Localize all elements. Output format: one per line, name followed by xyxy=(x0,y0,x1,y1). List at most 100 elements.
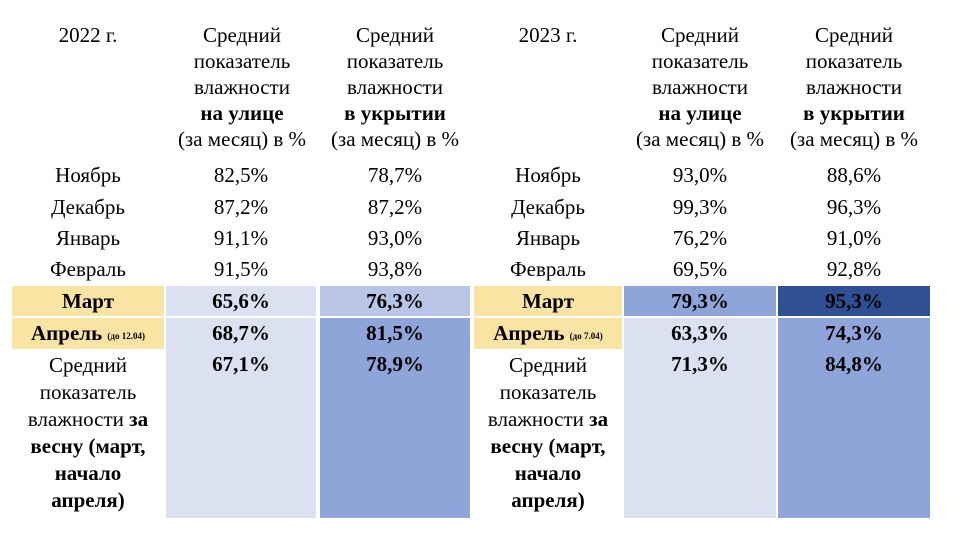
shelter-value: 91,0% xyxy=(826,226,882,250)
highlight-march xyxy=(474,286,622,316)
shelter-value: 95,3% xyxy=(825,289,883,313)
fill-shelter-march xyxy=(320,286,470,316)
outdoor-header: Средний показатель влажности на улице (з… xyxy=(164,22,320,152)
spring-label: Средний показатель влажности за весну (м… xyxy=(12,352,164,514)
outdoor-header: Средний показатель влажности на улице (з… xyxy=(622,22,778,152)
header-line: на улице xyxy=(658,101,742,125)
outdoor-value: 65,6% xyxy=(212,289,270,313)
month-label: Апрель xyxy=(493,321,565,345)
month-cell: Январь xyxy=(55,226,121,250)
header-line: влажности xyxy=(194,75,290,99)
shelter-header: Средний показатель влажности в укрытии (… xyxy=(318,22,472,152)
month-cell: Ноябрь xyxy=(55,163,121,187)
month-cell: Февраль xyxy=(50,257,126,281)
highlight-april xyxy=(12,318,164,349)
header-line: (за месяц) в % xyxy=(789,127,919,151)
fill-outdoor-april-spring xyxy=(166,318,316,518)
shelter-value: 78,7% xyxy=(367,163,423,187)
month-cell: Апрель (до 12.04) xyxy=(12,320,164,350)
spring-label-part: влажности xyxy=(27,407,130,431)
header-line: влажности xyxy=(806,75,902,99)
spring-label-part: влажности xyxy=(487,407,590,431)
header-line: на улице xyxy=(200,101,284,125)
year-header: 2023 г. xyxy=(518,23,578,47)
month-cell: Январь xyxy=(515,226,581,250)
spring-label-line: весну (март, xyxy=(490,434,606,458)
shelter-value: 74,3% xyxy=(825,321,883,345)
month-cell: Февраль xyxy=(510,257,586,281)
header-line: (за месяц) в % xyxy=(635,127,765,151)
header-line: в укрытии xyxy=(344,101,446,125)
shelter-header: Средний показатель влажности в укрытии (… xyxy=(776,22,932,152)
fill-shelter-march xyxy=(778,286,930,316)
spring-label-line: Средний xyxy=(49,353,127,377)
spring-label-line: начало xyxy=(54,461,122,485)
header-line: (за месяц) в % xyxy=(177,127,307,151)
spring-label-line: апреля) xyxy=(51,488,125,512)
spring-label-line: апреля) xyxy=(511,488,585,512)
spring-shelter-value: 78,9% xyxy=(366,352,424,376)
month-cell: Апрель (до 7.04) xyxy=(474,320,622,350)
spring-label: Средний показатель влажности за весну (м… xyxy=(474,352,622,514)
spring-label-part: за xyxy=(129,407,149,431)
outdoor-value: 91,1% xyxy=(213,226,269,250)
outdoor-value: 76,2% xyxy=(672,226,728,250)
outdoor-value: 91,5% xyxy=(213,257,269,281)
header-line: Средний xyxy=(815,23,893,47)
header-line: (за месяц) в % xyxy=(330,127,460,151)
shelter-value: 96,3% xyxy=(826,195,882,219)
outdoor-value: 82,5% xyxy=(213,163,269,187)
highlight-march xyxy=(12,286,164,316)
spring-label-line: начало xyxy=(514,461,582,485)
month-cell: Март xyxy=(61,289,115,313)
month-cell: Декабрь xyxy=(51,195,125,219)
shelter-value: 93,0% xyxy=(367,226,423,250)
header-line: в укрытии xyxy=(803,101,905,125)
outdoor-value: 93,0% xyxy=(672,163,728,187)
header-line: показатель xyxy=(193,49,291,73)
month-cell: Декабрь xyxy=(511,195,585,219)
spring-label-line: влажности за xyxy=(12,406,164,433)
month-cell: Ноябрь xyxy=(515,163,581,187)
shelter-value: 93,8% xyxy=(367,257,423,281)
outdoor-value: 79,3% xyxy=(671,289,729,313)
header-line: Средний xyxy=(661,23,739,47)
outdoor-value: 87,2% xyxy=(213,195,269,219)
header-line: влажности xyxy=(347,75,443,99)
spring-label-part: за xyxy=(589,407,609,431)
header-line: показатель xyxy=(346,49,444,73)
spring-outdoor-value: 67,1% xyxy=(212,352,270,376)
month-note: (до 12.04) xyxy=(107,331,145,341)
fill-outdoor-march xyxy=(166,286,316,316)
fill-shelter-april-spring xyxy=(778,318,930,518)
year-header: 2022 г. xyxy=(58,23,118,47)
shelter-value: 76,3% xyxy=(366,289,424,313)
header-line: влажности xyxy=(652,75,748,99)
shelter-value: 88,6% xyxy=(826,163,882,187)
header-line: Средний xyxy=(356,23,434,47)
fill-outdoor-march xyxy=(624,286,776,316)
month-cell: Март xyxy=(521,289,575,313)
month-label: Апрель xyxy=(31,321,103,345)
spring-label-line: показатель xyxy=(499,380,597,404)
outdoor-value: 63,3% xyxy=(671,321,729,345)
spring-label-line: влажности за xyxy=(474,406,622,433)
highlight-april xyxy=(474,318,622,349)
month-note: (до 7.04) xyxy=(569,331,603,341)
fill-outdoor-april-spring xyxy=(624,318,776,518)
fill-shelter-april-spring xyxy=(320,318,470,518)
shelter-value: 92,8% xyxy=(826,257,882,281)
spring-label-line: показатель xyxy=(39,380,137,404)
shelter-value: 87,2% xyxy=(367,195,423,219)
spring-label-line: Средний xyxy=(509,353,587,377)
spring-shelter-value: 84,8% xyxy=(825,352,883,376)
outdoor-value: 99,3% xyxy=(672,195,728,219)
spring-label-line: весну (март, xyxy=(30,434,146,458)
shelter-value: 81,5% xyxy=(366,321,424,345)
outdoor-value: 69,5% xyxy=(672,257,728,281)
header-line: показатель xyxy=(651,49,749,73)
spring-outdoor-value: 71,3% xyxy=(671,352,729,376)
outdoor-value: 68,7% xyxy=(212,321,270,345)
header-line: показатель xyxy=(805,49,903,73)
header-line: Средний xyxy=(203,23,281,47)
